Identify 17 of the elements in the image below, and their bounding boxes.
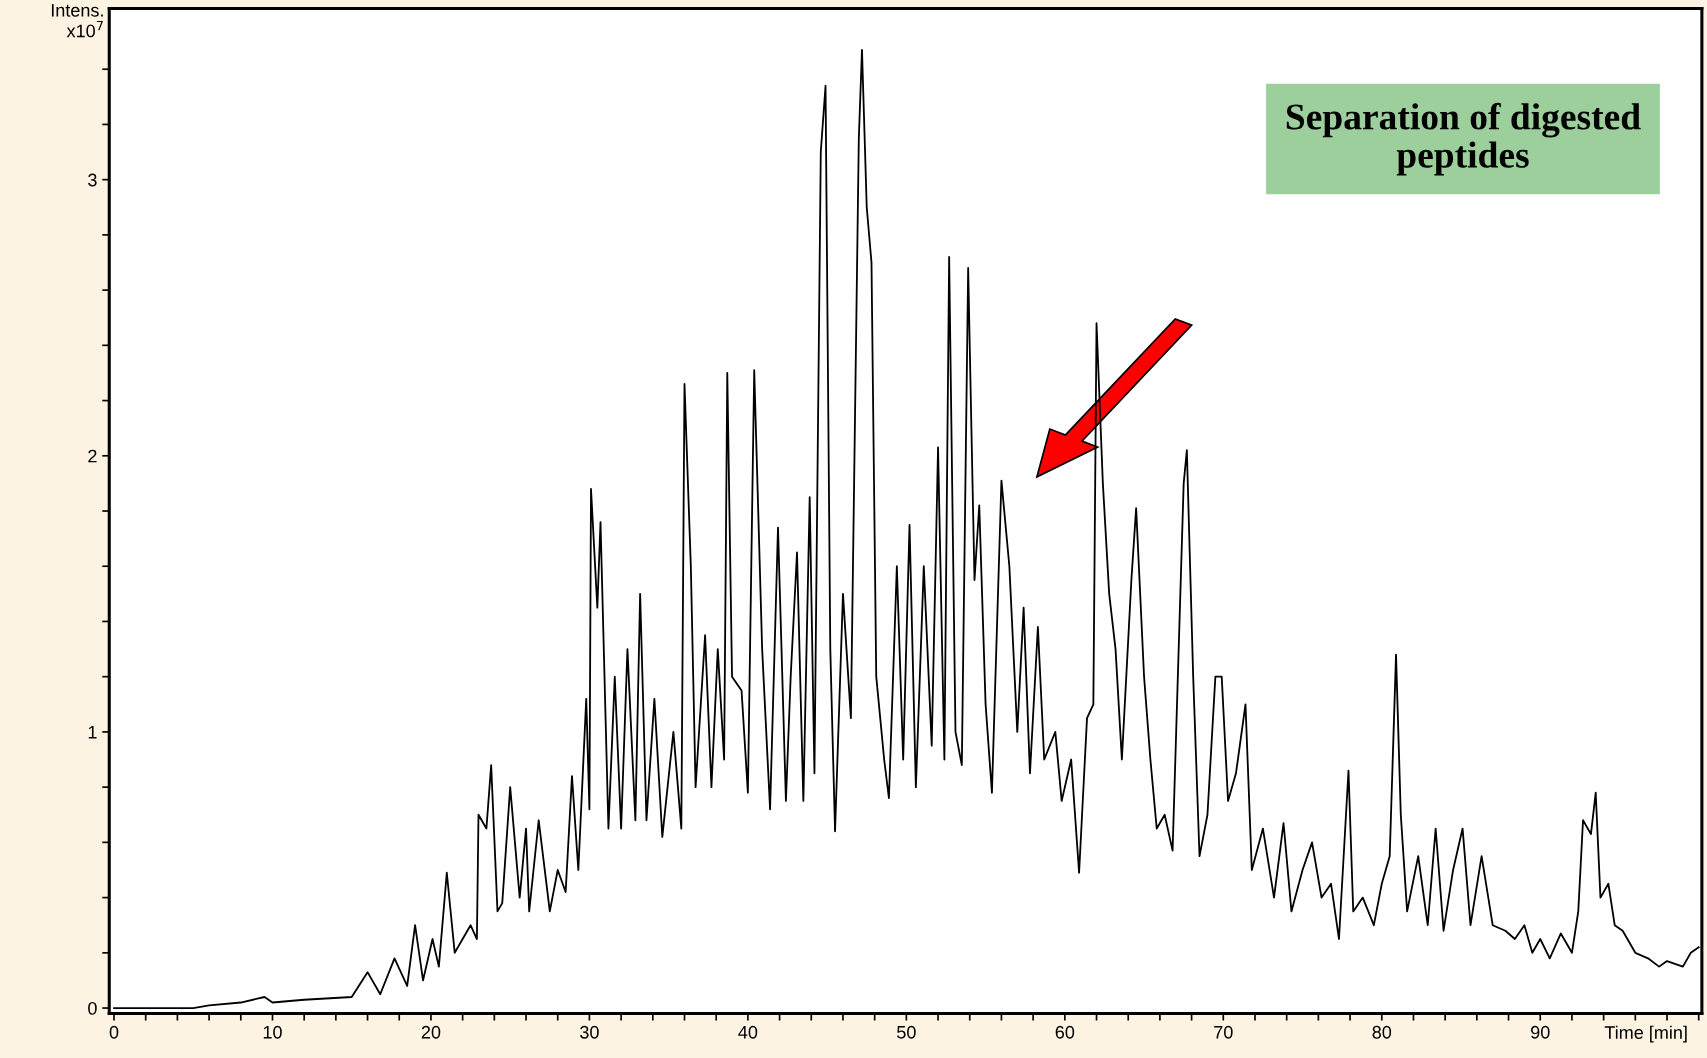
- x-tick-label: 20: [421, 1025, 441, 1039]
- y-axis-title: Intens. x10$^{7}$: [51, 4, 103, 38]
- x-tick-label: 50: [897, 1025, 916, 1039]
- x-tick-label: 30: [580, 1025, 599, 1039]
- x-tick-label: 90: [1531, 1025, 1550, 1039]
- x-axis-title: Time [min]: [1604, 1025, 1687, 1043]
- y-tick-label: 1: [88, 726, 97, 739]
- x-tick-label: 80: [1372, 1025, 1392, 1039]
- y-tick-label: 2: [88, 449, 97, 463]
- x-tick-label: 60: [1055, 1025, 1075, 1039]
- annotation: Separation of digested peptides: [1286, 102, 1641, 176]
- x-tick-label: 10: [263, 1025, 282, 1039]
- y-tick-label: 3: [88, 173, 97, 187]
- y-tick-label: 0: [88, 1001, 97, 1015]
- x-tick-label: 0: [109, 1025, 119, 1039]
- x-tick-label: 70: [1214, 1025, 1233, 1039]
- x-tick-label: 40: [738, 1025, 758, 1039]
